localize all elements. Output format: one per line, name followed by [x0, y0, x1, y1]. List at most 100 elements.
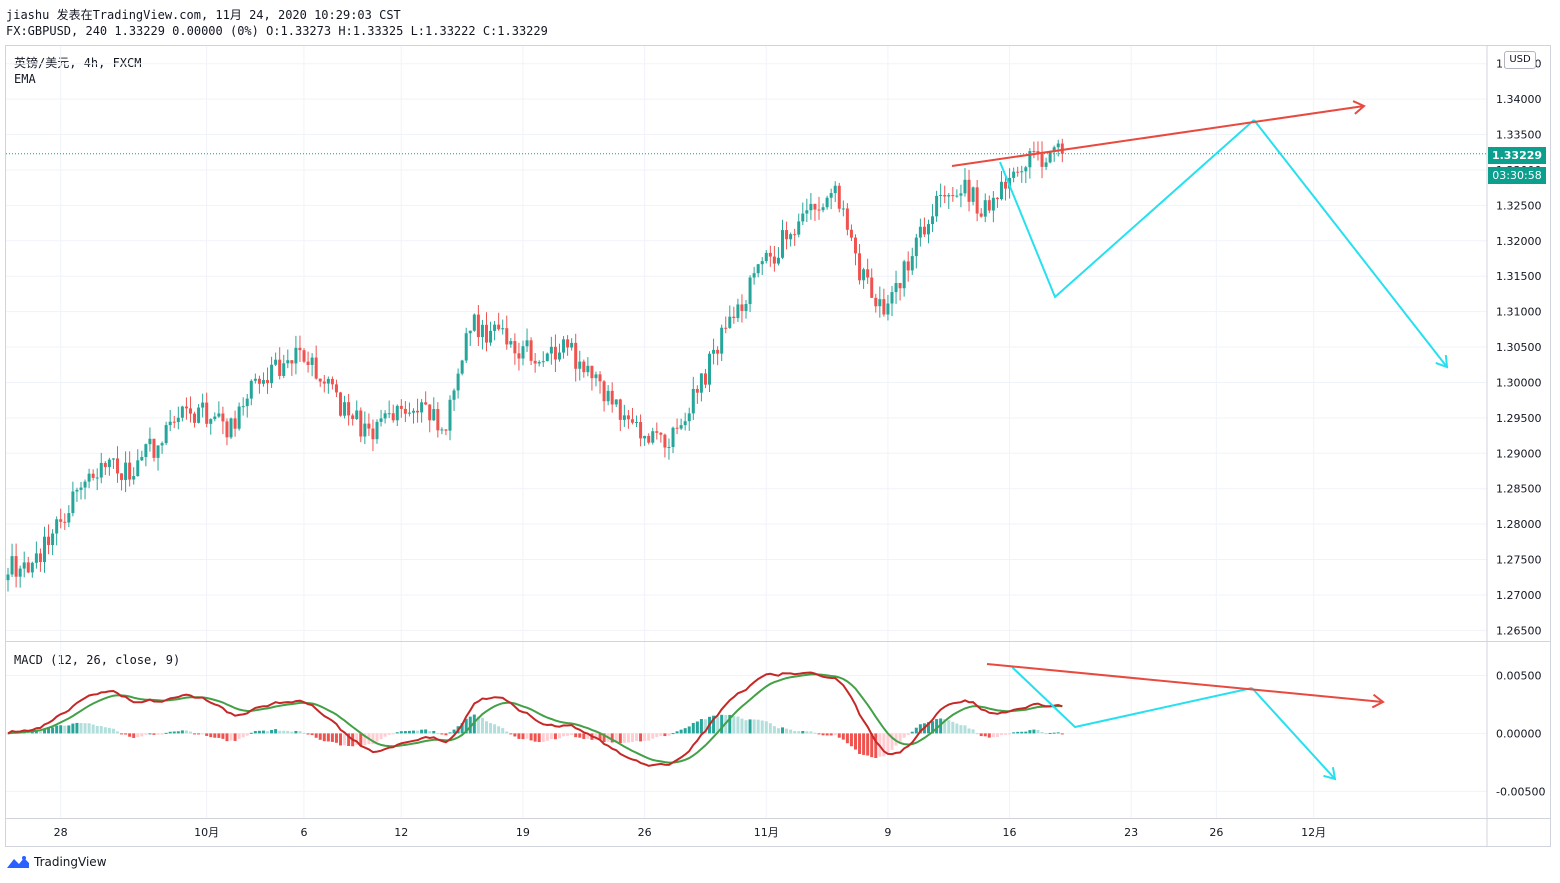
candle — [736, 298, 740, 322]
candle — [772, 245, 776, 272]
macd-histogram-bar — [655, 733, 659, 738]
candle — [626, 410, 630, 429]
ohlc-readout: FX:GBPUSD, 240 1.33229 0.00000 (0%) O:1.… — [6, 24, 548, 38]
candle — [221, 406, 225, 434]
macd-histogram-bar — [326, 733, 330, 742]
macd-histogram-bar — [480, 717, 484, 734]
macd-histogram-bar — [468, 716, 472, 734]
candle — [647, 433, 651, 445]
candle — [748, 275, 752, 313]
price-tick-label: 1.31500 — [1496, 270, 1542, 283]
candle — [424, 391, 428, 406]
macd-histogram-bar — [322, 733, 326, 742]
macd-histogram-bar — [728, 714, 732, 734]
candle — [630, 407, 634, 425]
candle — [257, 375, 261, 394]
macd-histogram-bar — [626, 733, 630, 743]
candle — [306, 351, 310, 373]
candle — [562, 335, 566, 359]
macd-histogram-bar — [375, 733, 379, 742]
candle — [578, 350, 582, 381]
price-tick-label: 1.28000 — [1496, 518, 1542, 531]
time-tick-label: 26 — [638, 826, 652, 839]
macd-cyan-wave-drawing[interactable] — [1011, 666, 1253, 729]
macd-histogram-bar — [667, 733, 671, 736]
candle — [416, 398, 420, 423]
macd-histogram-bar — [618, 733, 622, 744]
candle — [931, 204, 935, 233]
candle — [513, 333, 517, 365]
candle — [278, 347, 282, 380]
cyan-projection-arrow[interactable] — [1253, 119, 1449, 369]
candle — [566, 335, 570, 356]
time-tick-label: 6 — [300, 826, 307, 839]
macd-histogram-bar — [752, 719, 756, 734]
macd-histogram-bar — [805, 731, 809, 734]
macd-histogram-bar — [38, 731, 42, 734]
macd-histogram-bar — [213, 733, 217, 738]
macd-histogram-bar — [744, 720, 748, 734]
candle — [144, 443, 148, 467]
candle — [728, 305, 732, 329]
macd-histogram-bar — [951, 721, 955, 734]
candle — [781, 219, 785, 260]
macd-histogram-bar — [83, 723, 87, 734]
macd-histogram-bar — [1036, 729, 1040, 734]
macd-histogram-bar — [797, 731, 801, 734]
symbol-legend[interactable]: 英镑/美元, 4h, FXCM — [14, 56, 142, 70]
macd-histogram-bar — [614, 733, 618, 742]
macd-histogram-bar — [833, 733, 837, 736]
cyan-wave-drawing[interactable] — [999, 119, 1255, 299]
macd-legend[interactable]: MACD (12, 26, close, 9) — [14, 653, 181, 667]
macd-histogram-bar — [225, 733, 229, 742]
macd-histogram-bar — [659, 733, 663, 736]
macd-histogram-bar — [176, 731, 180, 734]
candle — [849, 224, 853, 242]
candle — [164, 421, 168, 445]
macd-histogram-bar — [79, 723, 83, 734]
macd-histogram-bar — [472, 714, 476, 734]
candle — [253, 373, 257, 384]
candle — [343, 395, 347, 419]
macd-histogram-bar — [164, 732, 168, 734]
tradingview-logo[interactable]: TradingView — [6, 855, 107, 869]
candle — [359, 407, 363, 443]
red-trendline-arrow[interactable] — [951, 100, 1366, 167]
candle — [926, 219, 930, 244]
macd-histogram-bar — [294, 730, 298, 734]
candle — [132, 467, 136, 485]
ema-legend[interactable]: EMA — [14, 72, 36, 86]
macd-histogram-bar — [651, 733, 655, 739]
macd-cyan-projection-arrow[interactable] — [1251, 687, 1337, 781]
candle — [797, 213, 801, 238]
macd-histogram-bar — [497, 726, 501, 734]
macd-histogram-bar — [314, 733, 318, 738]
candle — [655, 422, 659, 440]
candle — [266, 367, 270, 394]
macd-histogram-bar — [902, 733, 906, 738]
macd-histogram-bar — [602, 733, 606, 743]
macd-histogram-bar — [180, 730, 184, 734]
candle — [55, 516, 59, 546]
candle — [525, 328, 529, 352]
macd-histogram-bar — [845, 733, 849, 744]
candle — [983, 193, 987, 223]
candle — [282, 354, 286, 379]
candle — [614, 399, 618, 408]
macd-histogram-bar — [785, 728, 789, 734]
price-tick-label: 1.27500 — [1496, 554, 1542, 567]
macd-histogram-bar — [574, 733, 578, 738]
macd-histogram-bar — [387, 733, 391, 735]
candle — [193, 411, 197, 428]
currency-badge[interactable]: USD — [1504, 51, 1536, 69]
candle — [383, 410, 387, 424]
macd-histogram-bar — [184, 730, 188, 734]
candle — [156, 445, 160, 471]
macd-red-trendline-arrow[interactable] — [986, 663, 1385, 709]
candle — [140, 450, 144, 461]
macd-histogram-bar — [298, 731, 302, 734]
macd-histogram-bar — [452, 729, 456, 734]
macd-histogram-bar — [562, 733, 566, 737]
macd-histogram-bar — [318, 733, 322, 740]
